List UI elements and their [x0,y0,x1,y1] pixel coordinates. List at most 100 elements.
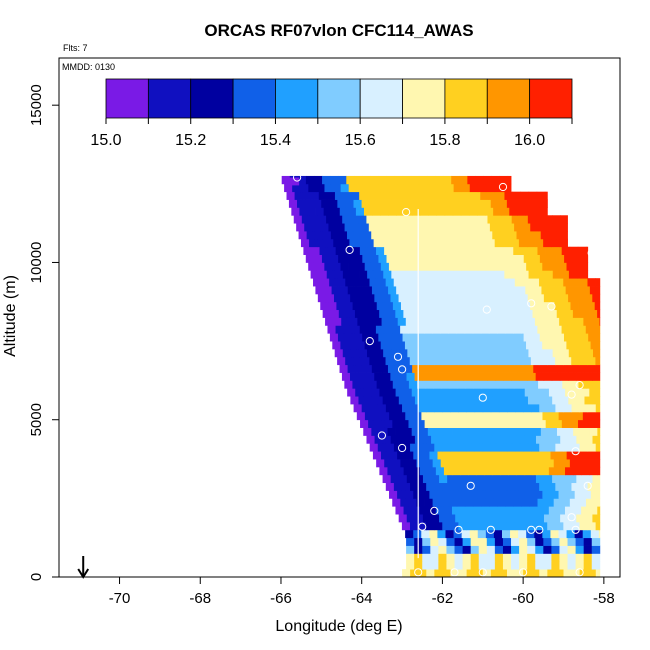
heatmap-cell [445,490,454,499]
heatmap-cell [320,223,329,232]
heatmap-cell [500,309,509,318]
heatmap-cell [370,175,379,185]
heatmap-cell [366,372,375,381]
heatmap-cell [484,231,493,240]
heatmap-cell [505,301,515,311]
heatmap-cell [444,207,454,216]
heatmap-cell [555,404,564,413]
heatmap-cell [551,372,561,381]
heatmap-cell [417,356,427,366]
heatmap-cell [356,183,366,193]
heatmap-cell [419,231,429,240]
heatmap-cell [486,545,496,554]
heatmap-cell [547,254,557,263]
heatmap-cell [562,380,571,389]
heatmap-cell [437,411,447,421]
heatmap-cell [565,388,574,397]
heatmap-cell [482,356,491,366]
heatmap-cell [569,498,579,507]
heatmap-cell [364,411,374,421]
heatmap-cell [514,356,524,366]
heatmap-cell [418,443,427,452]
heatmap-cell [316,262,325,271]
heatmap-cell [389,238,399,248]
heatmap-cell [292,183,301,193]
heatmap-cell [463,348,473,358]
heatmap-cell [599,317,601,326]
heatmap-cell [383,191,392,200]
heatmap-cell [380,183,390,193]
heatmap-cell [505,419,514,428]
heatmap-cell [561,419,571,428]
heatmap-cell [563,356,572,366]
sample-point [398,365,407,374]
heatmap-cell [576,348,586,358]
heatmap-cell [415,348,424,358]
heatmap-cell [361,199,371,208]
heatmap-cell [468,427,477,436]
heatmap-cell [498,569,508,578]
heatmap-cell [426,254,436,263]
heatmap-cell [496,325,506,334]
heatmap-cell [488,270,497,279]
heatmap-cell [493,207,502,216]
heatmap-cell [416,459,425,468]
heatmap-cell [445,411,455,421]
heatmap-cell [406,553,415,562]
heatmap-cell [471,372,480,381]
heatmap-cell [483,175,492,185]
heatmap-cell [362,175,371,185]
heatmap-cell [314,231,324,240]
heatmap-cell [527,396,537,405]
heatmap-cell [552,514,561,523]
heatmap-cell [517,341,527,350]
heatmap-cell [294,191,304,200]
heatmap-cell [371,231,380,240]
heatmap-cell [369,356,378,366]
heatmap-cell [485,262,495,271]
heatmap-cell [454,553,463,562]
heatmap-cell [496,348,505,358]
heatmap-cell [531,482,540,491]
heatmap-cell [406,514,416,523]
heatmap-cell [584,435,593,444]
heatmap-cell [466,569,476,578]
heatmap-cell [503,372,512,381]
heatmap-cell [362,333,371,342]
heatmap-cell [390,396,400,405]
heatmap-cell [397,490,406,499]
heatmap-cell [441,223,450,232]
heatmap-cell [598,411,601,421]
heatmap-cell [453,262,462,271]
heatmap-cell [339,207,349,216]
heatmap-cell [468,466,477,476]
heatmap-cell [559,561,568,570]
heatmap-cell [478,561,488,570]
heatmap-cell [464,419,474,428]
heatmap-cell [433,223,442,232]
heatmap-cell [340,262,349,271]
heatmap-cell [448,246,458,255]
heatmap-cell [595,356,601,366]
heatmap-cell [530,380,539,389]
heatmap-cell [382,435,392,444]
heatmap-cell [506,404,516,413]
heatmap-cell [333,293,343,303]
heatmap-cell [448,325,458,334]
heatmap-cell [510,451,519,460]
heatmap-cell [440,325,449,334]
heatmap-cell [358,348,368,358]
heatmap-cell [313,175,323,185]
heatmap-cell [324,183,333,193]
heatmap-cell [538,301,547,311]
heatmap-cell [449,301,458,311]
heatmap-cell [543,215,553,224]
heatmap-cell [560,293,569,303]
heatmap-cell [523,569,532,578]
heatmap-cell [411,506,421,515]
heatmap-cell [422,215,432,224]
heatmap-cell [563,278,572,287]
heatmap-cell [478,317,487,326]
heatmap-cell [330,175,339,185]
heatmap-cell [405,262,414,271]
